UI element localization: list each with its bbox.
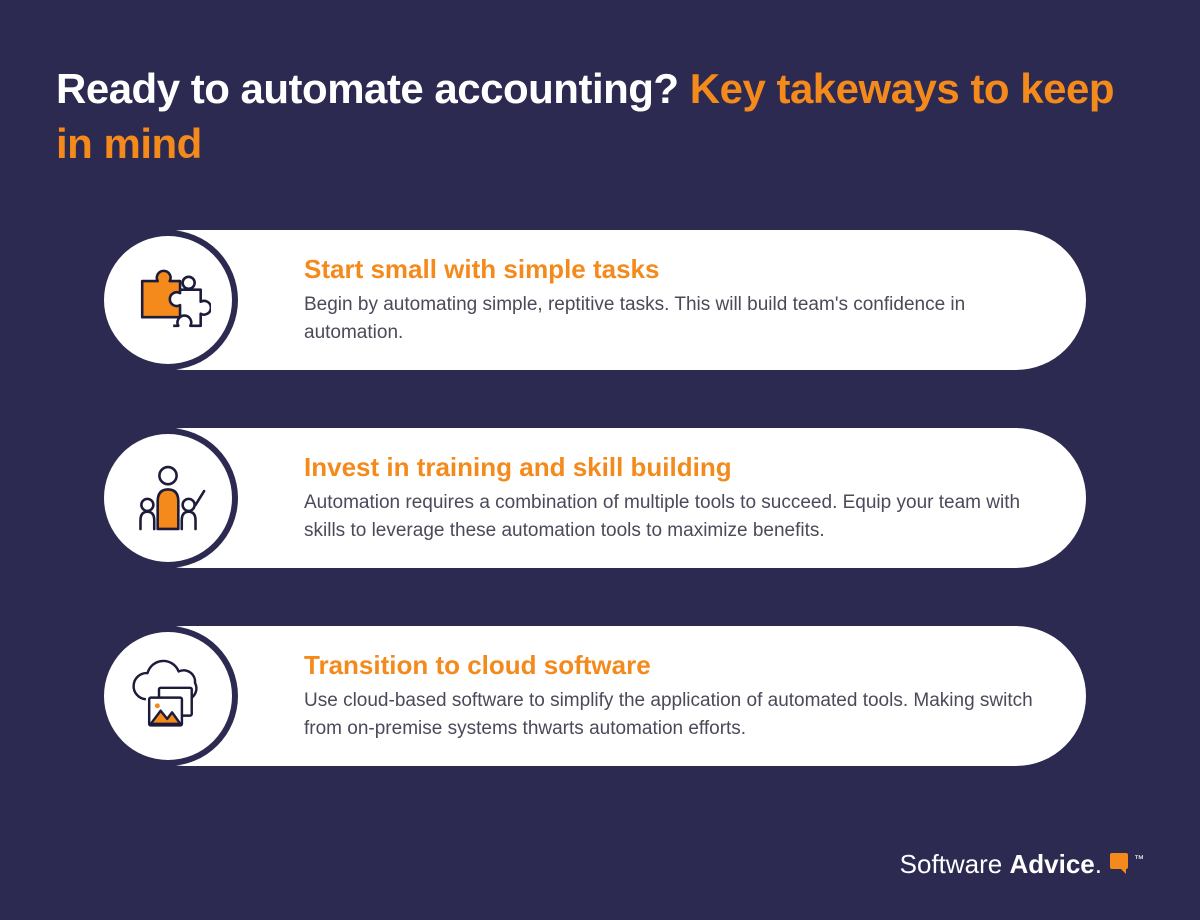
brand-text: Software Advice. xyxy=(900,849,1102,880)
card-body: Automation requires a combination of mul… xyxy=(304,489,1036,544)
card-body: Begin by automating simple, reptitive ta… xyxy=(304,291,1036,346)
people-icon xyxy=(104,434,232,562)
heading-white-part: Ready to automate accounting? xyxy=(56,65,690,112)
card-title: Transition to cloud software xyxy=(304,650,1036,681)
card-start-small: Start small with simple tasks Begin by a… xyxy=(114,230,1086,370)
page-heading: Ready to automate accounting? Key takewa… xyxy=(56,62,1140,171)
cloud-files-icon xyxy=(104,632,232,760)
brand-logo: Software Advice. ™ xyxy=(900,849,1144,880)
card-text: Invest in training and skill building Au… xyxy=(304,452,1036,544)
puzzle-icon xyxy=(104,236,232,364)
card-body: Use cloud-based software to simplify the… xyxy=(304,687,1036,742)
card-title: Start small with simple tasks xyxy=(304,254,1036,285)
cards-container: Start small with simple tasks Begin by a… xyxy=(114,230,1086,766)
speech-bubble-icon xyxy=(1110,853,1128,869)
card-text: Transition to cloud software Use cloud-b… xyxy=(304,650,1036,742)
card-title: Invest in training and skill building xyxy=(304,452,1036,483)
card-invest-training: Invest in training and skill building Au… xyxy=(114,428,1086,568)
card-cloud-software: Transition to cloud software Use cloud-b… xyxy=(114,626,1086,766)
card-text: Start small with simple tasks Begin by a… xyxy=(304,254,1036,346)
trademark-symbol: ™ xyxy=(1134,854,1144,865)
